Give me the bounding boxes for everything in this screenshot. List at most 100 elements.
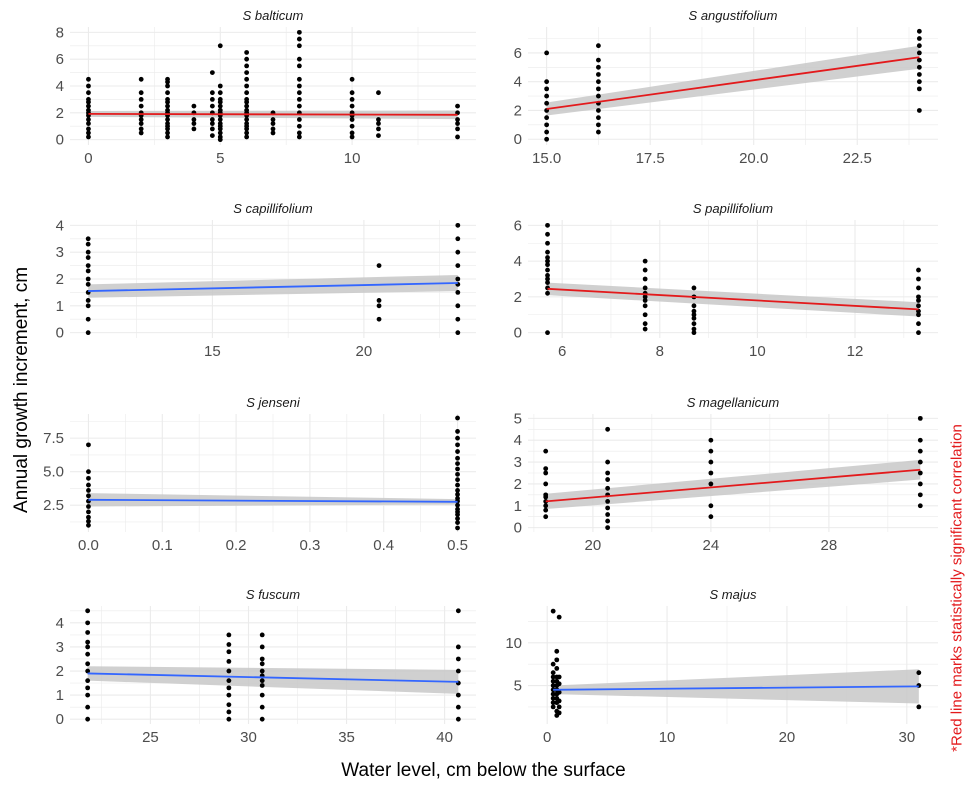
data-point xyxy=(217,90,223,96)
panel-s-balticum: 0 5 10 0 2 4 6 8 S balticum xyxy=(56,8,476,167)
data-point xyxy=(259,656,265,662)
y-tick-label: 5 xyxy=(514,678,522,695)
panel-s-magellanicum: 20 24 28 0 1 2 3 4 5 S magellanicum xyxy=(514,395,938,554)
confidence-band xyxy=(87,666,459,694)
y-tick-label: 1 xyxy=(56,687,64,704)
data-point xyxy=(708,470,714,476)
data-point xyxy=(217,43,223,49)
data-point xyxy=(296,43,302,49)
data-point xyxy=(642,298,648,303)
y-tick-label: 0 xyxy=(56,325,64,342)
data-point xyxy=(191,121,197,126)
y-tick-label: 0 xyxy=(514,325,522,342)
data-point xyxy=(556,704,562,710)
data-point xyxy=(209,103,215,109)
data-point xyxy=(544,86,550,92)
data-point xyxy=(605,485,611,491)
x-tick-label: 17.5 xyxy=(636,150,665,167)
data-point xyxy=(138,103,144,109)
data-point xyxy=(544,136,550,142)
data-point xyxy=(455,466,460,472)
data-point xyxy=(217,117,223,122)
data-point xyxy=(217,107,223,113)
y-tick-label: 2 xyxy=(56,271,64,288)
data-point xyxy=(244,130,250,136)
data-point xyxy=(296,36,302,42)
data-point xyxy=(138,76,144,82)
data-point xyxy=(596,57,601,63)
data-point xyxy=(916,330,921,336)
data-point xyxy=(455,656,461,662)
data-point xyxy=(543,507,549,513)
x-tick-label: 0.0 xyxy=(78,537,99,554)
data-point xyxy=(642,321,648,327)
data-point xyxy=(543,503,549,509)
y-tick-label: 2 xyxy=(514,289,522,306)
y-tick-label: 4 xyxy=(56,78,64,95)
data-point xyxy=(349,134,355,140)
y-tick-label: 2 xyxy=(514,476,522,493)
data-point xyxy=(85,644,91,650)
data-point xyxy=(191,103,197,109)
data-point xyxy=(165,83,170,89)
data-point xyxy=(605,459,611,465)
data-point xyxy=(165,134,170,140)
data-point xyxy=(455,516,460,521)
data-point xyxy=(545,258,550,264)
data-point xyxy=(550,704,556,710)
data-point xyxy=(86,117,91,122)
data-point xyxy=(916,64,922,70)
data-point xyxy=(642,326,648,332)
data-point xyxy=(550,670,556,676)
data-point xyxy=(556,689,562,695)
panel-title: S balticum xyxy=(243,8,304,23)
data-point xyxy=(642,294,648,300)
data-point xyxy=(596,79,601,85)
regression-line xyxy=(553,685,919,691)
data-point xyxy=(226,709,232,715)
data-point xyxy=(376,298,382,303)
data-point xyxy=(165,121,170,126)
x-tick-label: 0.4 xyxy=(373,537,394,554)
data-point xyxy=(296,97,302,102)
data-point xyxy=(544,93,550,99)
data-point xyxy=(596,115,601,121)
data-point xyxy=(165,130,170,136)
regression-line xyxy=(88,112,458,116)
regression-line xyxy=(546,56,920,110)
data-point xyxy=(165,103,170,109)
x-tick-label: 35 xyxy=(338,729,355,746)
data-point xyxy=(605,426,611,432)
data-point xyxy=(455,429,460,434)
data-point xyxy=(296,130,302,136)
data-point xyxy=(226,649,232,655)
data-point xyxy=(596,129,601,135)
y-tick-label: 0 xyxy=(56,132,64,149)
data-point xyxy=(296,29,302,35)
x-tick-label: 0.5 xyxy=(447,537,468,554)
data-point xyxy=(916,670,922,676)
data-point xyxy=(916,36,922,41)
data-point xyxy=(545,222,550,228)
data-point xyxy=(545,249,550,255)
data-point xyxy=(86,76,91,82)
x-tick-label: 6 xyxy=(558,343,566,360)
data-point xyxy=(544,100,550,106)
data-point xyxy=(86,482,91,488)
data-point xyxy=(691,330,697,336)
data-point xyxy=(455,435,460,441)
data-point xyxy=(916,50,922,56)
data-point xyxy=(296,123,302,129)
data-point xyxy=(455,502,460,508)
data-point xyxy=(85,620,91,626)
x-tick-label: 0 xyxy=(543,729,551,746)
significance-note: *Red line marks statistically significan… xyxy=(948,423,966,752)
y-tick-label: 2 xyxy=(514,102,522,119)
data-point xyxy=(85,716,91,722)
data-point xyxy=(596,72,601,77)
data-point xyxy=(596,64,601,70)
data-point xyxy=(217,103,223,109)
x-tick-label: 0.2 xyxy=(226,537,247,554)
x-tick-label: 0 xyxy=(84,150,92,167)
data-point xyxy=(244,63,250,69)
